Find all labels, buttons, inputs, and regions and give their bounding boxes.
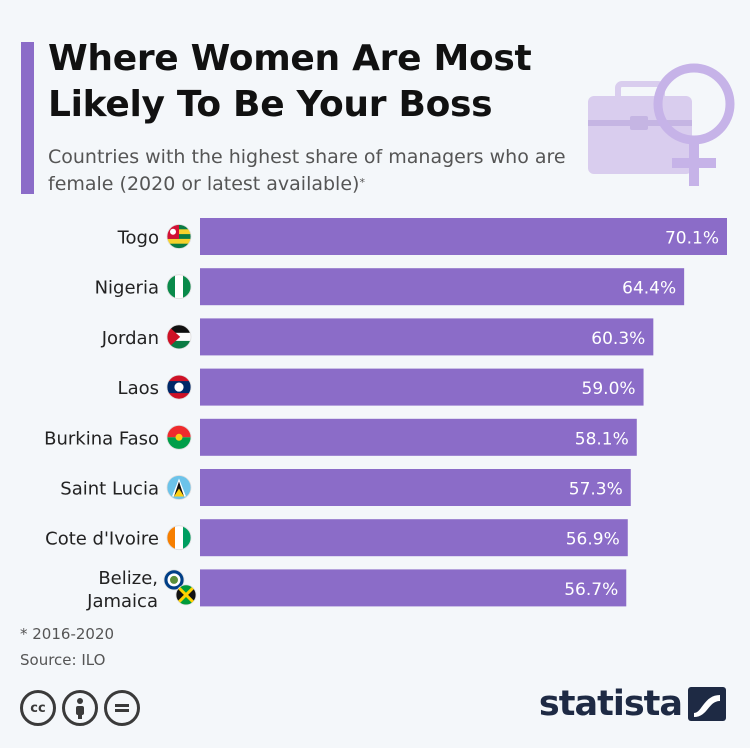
cote-divoire-flag-icon (166, 525, 192, 551)
no-derivatives-icon[interactable] (104, 690, 140, 726)
footnote-note: * 2016-2020 (20, 625, 115, 643)
data-label: 70.1% (665, 229, 719, 249)
briefcase-female-symbol-icon (588, 63, 735, 186)
subtitle-text: Countries with the highest share of mana… (48, 146, 566, 195)
bar (200, 318, 654, 356)
category-label: Nigeria (95, 278, 159, 299)
footnote: * 2016-2020 Source: ILO (20, 621, 114, 673)
attribution-icon[interactable] (62, 690, 98, 726)
laos-flag-icon (166, 374, 192, 400)
footnote-source: Source: ILO (20, 651, 106, 669)
bar (200, 569, 627, 607)
brand-name: statista (538, 684, 683, 724)
statista-mark-icon (688, 687, 726, 721)
data-label: 57.3% (569, 480, 623, 500)
belize-jamaica-flag-icon (163, 569, 197, 606)
chart-title: Where Women Are Most Likely To Be Your B… (48, 38, 532, 125)
category-label: Togo (117, 228, 159, 249)
data-label: 64.4% (622, 279, 676, 299)
bar (200, 268, 685, 306)
category-label: Jamaica (86, 591, 158, 612)
subtitle-footnote-mark: * (359, 176, 365, 189)
title-accent-bar (21, 42, 34, 194)
bar (200, 218, 727, 255)
statista-logo[interactable]: statista (539, 684, 726, 724)
bar (200, 368, 644, 406)
chart-subtitle: Countries with the highest share of mana… (48, 144, 588, 198)
togo-flag-icon (166, 224, 192, 249)
data-label: 56.9% (566, 530, 620, 550)
category-label: Jordan (101, 328, 159, 349)
nigeria-flag-icon (166, 274, 192, 300)
burkina-faso-flag-icon (166, 424, 192, 450)
data-label: 59.0% (582, 379, 636, 399)
jordan-flag-icon (166, 324, 192, 350)
data-label: 56.7% (564, 580, 618, 600)
data-label: 58.1% (575, 429, 629, 449)
bar-chart: 70.1% Togo 64.4% Nigeria 60.3% Jordan 59.0% Lao… (44, 218, 727, 612)
category-label: Saint Lucia (60, 479, 159, 500)
category-label: Burkina Faso (44, 428, 159, 449)
cc-icon[interactable]: cc (20, 690, 56, 726)
data-label: 60.3% (591, 329, 645, 349)
saint-lucia-flag-icon (166, 475, 192, 500)
bar (200, 519, 628, 557)
bar (200, 469, 631, 506)
category-label: Cote d'Ivoire (45, 529, 159, 550)
bar (200, 418, 637, 456)
category-label: Belize, (98, 568, 158, 589)
category-label: Laos (118, 378, 159, 399)
license-icons: cc (20, 690, 140, 726)
